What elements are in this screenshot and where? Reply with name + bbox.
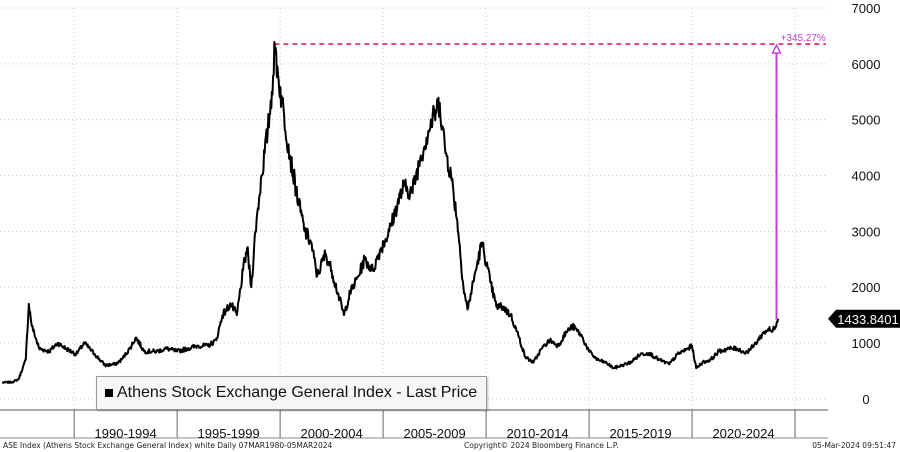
gain-label: +345.27% <box>781 33 826 44</box>
x-axis: 1990-1994 1995-1999 2000-2004 2005-2009 2010… <box>0 409 828 441</box>
legend-label: Athens Stock Exchange General Index - La… <box>117 384 478 401</box>
y-tick-label: 0 <box>862 392 869 407</box>
annotation: +345.27% <box>274 33 826 320</box>
y-tick-label: 2000 <box>852 280 881 295</box>
y-tick-label: 3000 <box>852 224 881 239</box>
y-tick-label: 4000 <box>852 169 881 184</box>
footer-center: Copyright© 2024 Bloomberg Finance L.P. <box>464 441 619 450</box>
x-tick-label: 2005-2009 <box>404 426 466 441</box>
y-tick-label: 1000 <box>852 336 881 351</box>
footer-left: ASE Index (Athens Stock Exchange General… <box>3 441 333 450</box>
footer-right: 05-Mar-2024 09:51:47 <box>812 441 896 450</box>
y-tick-label: 6000 <box>852 57 881 72</box>
gain-arrow-head <box>771 43 782 54</box>
y-tick-label: 5000 <box>852 113 881 128</box>
legend: Athens Stock Exchange General Index - La… <box>96 376 488 410</box>
last-price-tag <box>828 309 900 328</box>
x-tick-label: 2020-2024 <box>712 426 774 441</box>
x-tick-label: 2015-2019 <box>609 426 671 441</box>
x-tick-label: 2010-2014 <box>506 426 568 441</box>
last-price-label: 1433.8401 <box>837 312 898 327</box>
x-tick-label: 1995-1999 <box>198 426 260 441</box>
x-tick-label: 1990-1994 <box>95 426 157 441</box>
grid <box>0 7 828 410</box>
x-tick-label: 2000-2004 <box>301 426 363 441</box>
y-tick-label: 7000 <box>852 1 881 16</box>
legend-swatch <box>105 389 113 397</box>
series-line <box>1 40 780 384</box>
y-axis: 0 1000 2000 3000 4000 5000 6000 7000 1433.8401 <box>828 1 900 407</box>
series <box>1 40 780 384</box>
